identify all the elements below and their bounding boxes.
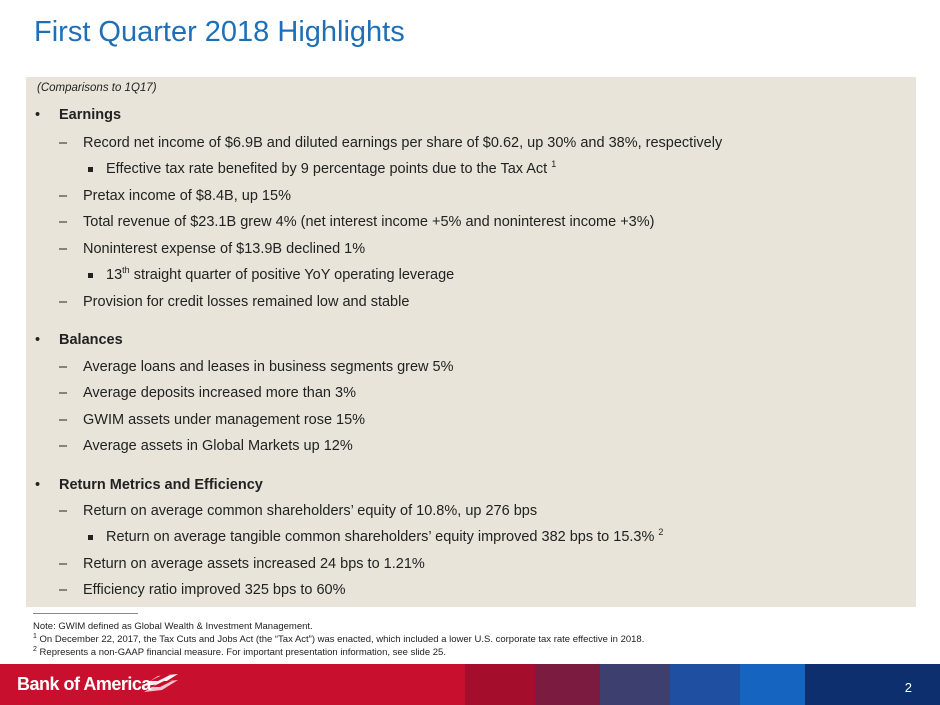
earnings-item-4: Noninterest expense of $13.9B declined 1…: [83, 241, 366, 257]
footer-segment: [670, 664, 740, 705]
dash: –: [59, 188, 68, 204]
earnings-subitem-leverage: 13th straight quarter of positive YoY op…: [106, 265, 455, 283]
footer-bar: [0, 664, 940, 705]
flag-logo-icon: [142, 674, 178, 692]
bank-logo-text: Bank of America: [17, 674, 151, 694]
returns-subitem-rotce: Return on average tangible common shareh…: [106, 527, 664, 545]
earnings-item-3: Total revenue of $23.1B grew 4% (net int…: [83, 214, 655, 230]
balances-item-1: Average loans and leases in business seg…: [83, 359, 454, 375]
dash: –: [59, 241, 68, 257]
footer-segment: [740, 664, 805, 705]
square-bullet-icon: [88, 535, 93, 540]
earnings-heading: Earnings: [59, 107, 122, 123]
balances-heading: Balances: [59, 332, 123, 348]
page-number: 2: [904, 680, 912, 695]
footnote-1: 1 On December 22, 2017, the Tax Cuts and…: [33, 632, 645, 645]
highlights-panel: [26, 77, 916, 607]
footer-segment: [600, 664, 670, 705]
earnings-item-2: Pretax income of $8.4B, up 15%: [83, 188, 291, 204]
dash: –: [59, 582, 68, 598]
footnote-2: 2 Represents a non-GAAP financial measur…: [33, 645, 446, 658]
square-bullet-icon: [88, 167, 93, 172]
returns-item-2: Return on average assets increased 24 bp…: [83, 556, 425, 572]
dash: –: [59, 359, 68, 375]
dash: –: [59, 412, 68, 428]
earnings-item-5: Provision for credit losses remained low…: [83, 294, 410, 310]
balances-item-4: Average assets in Global Markets up 12%: [83, 438, 353, 454]
balances-item-3: GWIM assets under management rose 15%: [83, 412, 366, 428]
dash: –: [59, 556, 68, 572]
footer-segment: [465, 664, 535, 705]
bullet: •: [35, 477, 41, 493]
returns-item-3: Efficiency ratio improved 325 bps to 60%: [83, 582, 346, 598]
dash: –: [59, 294, 68, 310]
bullet: •: [35, 107, 41, 123]
footer-segment: [535, 664, 600, 705]
footer-segment: [805, 664, 940, 705]
footnote-divider: [33, 613, 138, 614]
earnings-item-1: Record net income of $6.9B and diluted e…: [83, 135, 723, 151]
dash: –: [59, 135, 68, 151]
dash: –: [59, 503, 68, 519]
page-title: First Quarter 2018 Highlights: [34, 16, 405, 48]
bullet: •: [35, 332, 41, 348]
returns-item-1: Return on average common shareholders’ e…: [83, 503, 538, 519]
returns-heading: Return Metrics and Efficiency: [59, 477, 263, 493]
comparison-note: (Comparisons to 1Q17): [37, 82, 157, 94]
footnote-note: Note: GWIM defined as Global Wealth & In…: [33, 621, 313, 632]
balances-item-2: Average deposits increased more than 3%: [83, 385, 356, 401]
earnings-subitem-tax: Effective tax rate benefited by 9 percen…: [106, 159, 557, 177]
dash: –: [59, 438, 68, 454]
square-bullet-icon: [88, 273, 93, 278]
footer-segment: [400, 664, 465, 705]
dash: –: [59, 385, 68, 401]
footer-segment: [0, 664, 400, 705]
dash: –: [59, 214, 68, 230]
